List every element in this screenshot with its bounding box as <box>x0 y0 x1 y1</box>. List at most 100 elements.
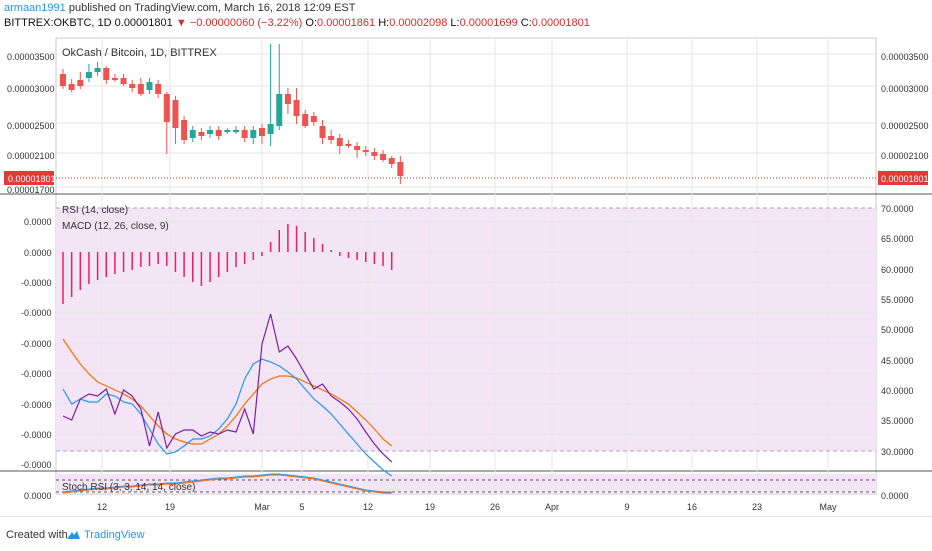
stoch-tick-left: 0.0000 <box>24 491 52 501</box>
price-tick-left: 0.00002500 <box>7 121 55 131</box>
stoch-d-line <box>62 474 392 494</box>
candle-body <box>189 130 196 138</box>
publish-text: published on TradingView.com, March 16, … <box>68 2 356 14</box>
candle-body <box>85 72 92 78</box>
candle-body <box>129 84 136 88</box>
x-tick: 16 <box>687 502 697 512</box>
macd-signal-line <box>62 338 393 447</box>
last-price-text-right: 0.00001801 <box>881 174 929 184</box>
close-label: C: <box>520 17 532 29</box>
macd-tick: 0.0000 <box>24 248 52 258</box>
chart-area[interactable]: 0.00001801 0.00001801 OkCash / Bitcoin, … <box>0 34 932 514</box>
rsi-line <box>62 313 393 463</box>
tradingview-link[interactable]: TradingView <box>64 529 145 541</box>
x-tick: 9 <box>624 502 629 512</box>
candle-body <box>397 162 404 176</box>
candle-body <box>181 120 188 140</box>
x-tick: 12 <box>97 502 107 512</box>
rsi-tick: 60.0000 <box>881 265 914 275</box>
x-tick: Apr <box>545 502 559 512</box>
stoch-tick-right: 0.0000 <box>881 491 909 501</box>
candle-body <box>146 82 153 90</box>
stoch-label: Stoch RSI (3, 3, 14, 14, close) <box>62 482 195 493</box>
high-value: 0.00002098 <box>389 17 448 29</box>
price-tick-left: 0.00003000 <box>7 84 55 94</box>
macd-histogram <box>62 224 393 304</box>
candle-body <box>319 126 326 138</box>
macd-tick: -0.0000 <box>21 430 52 440</box>
candle-body <box>380 154 387 160</box>
candle-body <box>354 146 361 150</box>
candle-body <box>215 130 222 136</box>
cloud-icon <box>67 531 80 539</box>
macd-tick: -0.0000 <box>21 339 52 349</box>
chart-title: OkCash / Bitcoin, 1D, BITTREX <box>62 47 217 59</box>
low-label: L: <box>450 17 460 29</box>
candle-body <box>60 74 66 86</box>
candle-body <box>207 130 214 134</box>
rsi-tick: 30.0000 <box>881 447 914 457</box>
candle-body <box>241 130 248 138</box>
macd-tick: -0.0000 <box>21 460 52 470</box>
candle-body <box>155 84 162 94</box>
x-tick: 5 <box>299 502 304 512</box>
candle-body <box>103 68 110 80</box>
candle-body <box>198 132 205 136</box>
rsi-tick: 35.0000 <box>881 416 914 426</box>
x-tick: 19 <box>425 502 435 512</box>
candle-body <box>137 84 144 94</box>
price-tick-left: 0.00001700 <box>7 185 55 195</box>
x-tick: 23 <box>752 502 762 512</box>
candle-body <box>336 138 343 146</box>
author-link[interactable]: armaan1991 <box>4 2 66 14</box>
candle-body <box>302 114 309 126</box>
candle-body <box>250 130 257 138</box>
candle-body <box>94 68 101 72</box>
price-tick-left: 0.00003500 <box>7 52 55 62</box>
candle-body <box>388 158 395 164</box>
macd-tick: -0.0000 <box>21 369 52 379</box>
open-value: 0.00001861 <box>317 17 376 29</box>
candle-body <box>293 100 300 116</box>
x-tick: 26 <box>490 502 500 512</box>
candle-body <box>68 84 75 90</box>
rsi-label: RSI (14, close) <box>62 205 128 216</box>
brand-name: TradingView <box>84 529 145 541</box>
x-tick: 12 <box>363 502 373 512</box>
open-label: O: <box>305 17 318 29</box>
macd-line <box>62 358 393 477</box>
macd-tick: -0.0000 <box>21 278 52 288</box>
candle-body <box>276 94 283 126</box>
price-tick-left: 0.00002100 <box>7 151 55 161</box>
created-with-text: Created with <box>6 529 68 541</box>
price-change: −0.00000060 (−3.22%) <box>189 17 303 29</box>
candle-body <box>310 116 317 122</box>
x-tick: May <box>819 502 837 512</box>
price-tick-right: 0.00002500 <box>881 121 929 131</box>
last-price-text-left: 0.00001801 <box>8 174 56 184</box>
rsi-tick: 65.0000 <box>881 234 914 244</box>
grid-lines <box>56 38 876 494</box>
candle-body <box>163 94 170 122</box>
candle-body <box>371 152 378 156</box>
candle-body <box>224 130 231 132</box>
publish-info: armaan1991 published on TradingView.com,… <box>4 2 355 14</box>
price-tick-right: 0.00003000 <box>881 84 929 94</box>
rsi-tick: 45.0000 <box>881 356 914 366</box>
candle-body <box>120 78 127 84</box>
macd-tick: -0.0000 <box>21 308 52 318</box>
last-price-tag-right <box>878 171 928 185</box>
rsi-pane-background <box>56 208 876 451</box>
candle-body <box>111 78 118 80</box>
candlestick-series <box>60 44 404 184</box>
candle-body <box>258 128 265 136</box>
price-tick-right: 0.00002100 <box>881 151 929 161</box>
rsi-tick: 50.0000 <box>881 325 914 335</box>
macd-tick: -0.0000 <box>21 400 52 410</box>
macd-tick: 0.0000 <box>24 217 52 227</box>
stoch-pane-background <box>56 474 876 492</box>
chart-svg[interactable]: 0.00001801 0.00001801 OkCash / Bitcoin, … <box>0 34 932 514</box>
x-tick: Mar <box>254 502 270 512</box>
symbol-info: BITTREX:OKBTC, 1D 0.00001801 ▼ −0.000000… <box>4 17 590 29</box>
last-price-tag-left <box>4 171 54 185</box>
